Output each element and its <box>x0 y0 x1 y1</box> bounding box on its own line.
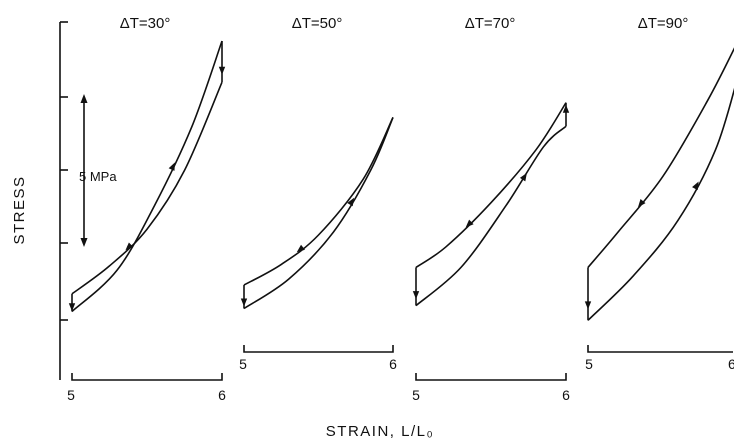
vertical-arrow <box>68 303 76 312</box>
panel-dt-90: ΔT=90° 5 6 <box>584 15 734 372</box>
x-tick-label-5: 5 <box>412 387 420 403</box>
vertical-arrow <box>562 104 570 113</box>
loading-arrow <box>519 172 527 182</box>
vertical-arrow <box>218 66 226 75</box>
vertical-arrow <box>240 298 248 307</box>
unloading-curve <box>71 81 223 295</box>
loading-arrow <box>168 162 175 171</box>
loading-curve <box>71 40 223 313</box>
loading-arrow <box>692 181 699 191</box>
x-tick-label-5: 5 <box>585 356 593 372</box>
x-tick-label-5: 5 <box>239 356 247 372</box>
unloading-arrow <box>637 199 646 208</box>
panel-title: ΔT=30° <box>120 15 171 32</box>
x-tick-label-6: 6 <box>562 387 570 403</box>
scale-bar <box>80 94 88 247</box>
x-tick-label-6: 6 <box>728 356 734 372</box>
unloading-arrow <box>465 219 474 228</box>
scale-bar-label: 5 MPa <box>79 169 117 184</box>
y-axis-ticks <box>60 21 68 321</box>
strain-axis-bracket <box>243 345 394 353</box>
panel-dt-50: ΔT=50° 5 6 <box>239 15 397 372</box>
unloading-arrow <box>125 242 134 251</box>
unloading-curve <box>415 102 567 269</box>
panel-dt-30: ΔT=30° 5 6 <box>67 15 226 403</box>
x-axis-label: STRAIN, L/L₀ <box>326 423 434 440</box>
unloading-curve <box>587 47 734 268</box>
loading-curve <box>587 87 734 321</box>
loading-curve <box>243 117 394 310</box>
unloading-arrow <box>296 244 305 253</box>
x-tick-label-5: 5 <box>67 387 75 403</box>
strain-axis-bracket <box>71 373 223 381</box>
strain-axis-bracket <box>587 345 733 353</box>
strain-axis-bracket <box>415 373 567 381</box>
vertical-arrow <box>584 301 592 310</box>
unloading-curve <box>243 117 394 286</box>
panel-title: ΔT=50° <box>292 15 343 32</box>
panel-title: ΔT=70° <box>465 15 516 32</box>
loading-arrow <box>347 197 355 207</box>
loading-curve <box>415 125 567 307</box>
panel-dt-70: ΔT=70° 5 6 <box>412 15 570 403</box>
x-tick-label-6: 6 <box>389 356 397 372</box>
x-tick-label-6: 6 <box>218 387 226 403</box>
panel-title: ΔT=90° <box>638 15 689 32</box>
y-axis-label: STRESS <box>11 175 28 244</box>
vertical-arrow <box>412 291 420 300</box>
